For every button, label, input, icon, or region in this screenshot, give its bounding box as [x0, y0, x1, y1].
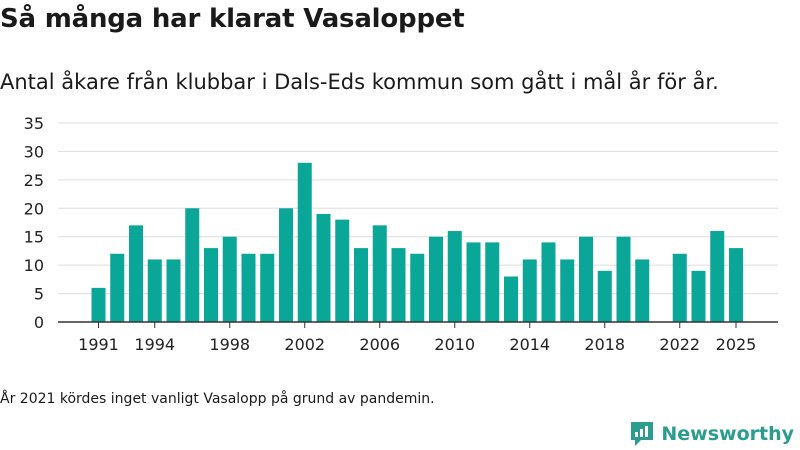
newsworthy-logo-icon	[631, 422, 654, 446]
bar-1991	[91, 287, 106, 322]
bar-1993	[129, 225, 143, 322]
bar-1995	[166, 259, 181, 322]
bar-2018	[597, 270, 612, 322]
bar-2008	[410, 253, 425, 322]
x-tick-label: 2018	[584, 335, 625, 354]
x-tick-label: 2006	[359, 335, 400, 354]
bar-2010	[447, 231, 462, 322]
bar-2020	[635, 259, 650, 322]
bar-2023	[691, 270, 706, 322]
chart-subtitle: Antal åkare från klubbar i Dals-Eds komm…	[0, 70, 719, 94]
bar-2002	[297, 162, 312, 322]
bar-1992	[110, 253, 125, 322]
bar-2004	[335, 219, 350, 322]
bar-2001	[279, 208, 293, 322]
x-tick-label: 2025	[716, 335, 757, 354]
bar-1998	[222, 236, 237, 322]
bar-2016	[560, 259, 575, 322]
x-tick-label: 2010	[434, 335, 475, 354]
bar-2005	[354, 248, 368, 322]
bar-2011	[466, 242, 481, 322]
bar-2006	[372, 225, 387, 322]
y-tick-label: 5	[34, 285, 44, 304]
brand-name: Newsworthy	[661, 423, 794, 445]
bar-2025	[729, 248, 743, 322]
x-tick-label: 1998	[209, 335, 250, 354]
bar-2013	[504, 276, 518, 322]
bar-2003	[316, 213, 331, 322]
x-tick-label: 2002	[284, 335, 325, 354]
x-tick-label: 2022	[659, 335, 700, 354]
y-tick-label: 35	[24, 114, 44, 133]
brand: Newsworthy	[629, 420, 794, 448]
bar-1997	[204, 248, 218, 322]
y-tick-label: 30	[24, 142, 44, 161]
bar-1999	[241, 253, 256, 322]
bar-2000	[260, 253, 275, 322]
y-tick-label: 15	[24, 228, 44, 247]
bar-2012	[485, 242, 500, 322]
x-tick-label: 1991	[78, 335, 119, 354]
y-tick-label: 10	[24, 256, 44, 275]
bar-2009	[429, 236, 443, 322]
footnote: År 2021 kördes inget vanligt Vasalopp på…	[0, 391, 435, 407]
bar-2007	[391, 248, 406, 322]
bar-1994	[147, 259, 162, 322]
x-tick-label: 1994	[134, 335, 175, 354]
y-tick-label: 0	[34, 313, 44, 332]
bar-2022	[672, 253, 687, 322]
y-tick-label: 20	[24, 199, 44, 218]
x-tick-label: 2014	[509, 335, 550, 354]
bar-1996	[185, 208, 200, 322]
bar-2019	[616, 236, 631, 322]
bar-2015	[541, 242, 556, 322]
y-tick-label: 25	[24, 171, 44, 190]
bar-2017	[579, 236, 593, 322]
bar-2014	[522, 259, 537, 322]
bar-2024	[710, 231, 725, 322]
chart-title: Så många har klarat Vasaloppet	[0, 4, 465, 34]
